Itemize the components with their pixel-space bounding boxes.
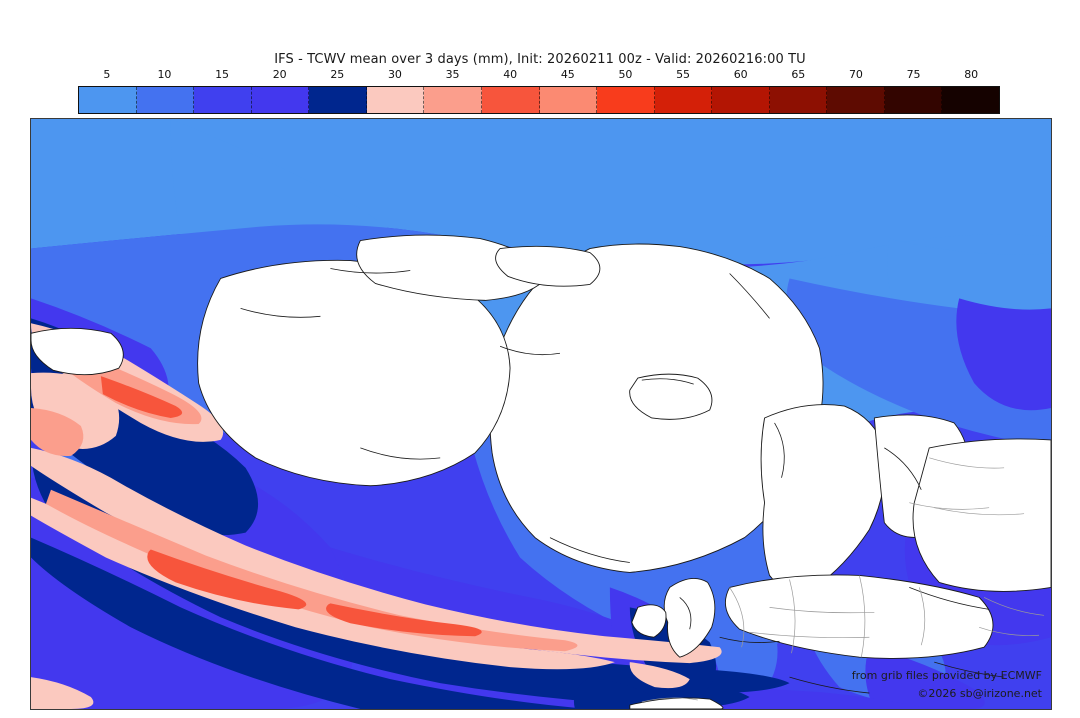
colorbar-tick-60: 60 — [733, 68, 748, 81]
tcwv-band-40 — [147, 549, 307, 610]
coastline-detail — [884, 447, 922, 490]
landmass — [495, 245, 601, 287]
country-border — [769, 606, 875, 614]
colorbar-swatch-35 — [424, 87, 482, 113]
landmass — [760, 404, 886, 591]
country-border — [859, 575, 866, 658]
country-border — [909, 502, 990, 510]
tcwv-band-20 — [865, 647, 985, 709]
colorbar-swatch-40 — [481, 87, 540, 113]
colorbar-tick-75: 75 — [906, 68, 921, 81]
coastline-detail — [909, 587, 990, 610]
coastline-detail — [934, 661, 1005, 678]
coastline-detail — [641, 378, 694, 385]
map-canvas[interactable] — [30, 118, 1052, 710]
colorbar-tick-35: 35 — [445, 68, 460, 81]
tcwv-band-40 — [100, 376, 183, 418]
colorbar-swatch-70 — [827, 87, 885, 113]
country-border — [929, 457, 1005, 469]
tcwv-band-20 — [956, 298, 1051, 411]
colorbar-tick-5: 5 — [103, 68, 111, 81]
colorbar-swatch-75 — [884, 87, 943, 113]
landmass — [724, 574, 994, 659]
landmass — [31, 327, 124, 376]
colorbar-tick-55: 55 — [676, 68, 691, 81]
country-border — [789, 579, 796, 654]
landmass — [629, 697, 724, 709]
colorbar-swatch-55 — [654, 87, 713, 113]
colorbar-tick-30: 30 — [387, 68, 402, 81]
colorbar-tick-50: 50 — [618, 68, 633, 81]
coastline-detail — [789, 676, 870, 694]
colorbar-tick-65: 65 — [791, 68, 806, 81]
coastlines — [31, 234, 1051, 709]
colorbar-tick-10: 10 — [157, 68, 172, 81]
colorbar-swatch-5 — [79, 87, 137, 113]
colorbar-tick-15: 15 — [215, 68, 230, 81]
page-title: IFS - TCWV mean over 3 days (mm), Init: … — [274, 52, 806, 67]
country-border — [918, 587, 926, 646]
colorbar: 5 10 15 20 25 30 35 40 45 50 55 60 65 70 75 80 — [78, 68, 1000, 114]
country-border — [729, 587, 745, 648]
coastline-detail — [499, 345, 561, 356]
colorbar-swatch-80 — [942, 87, 999, 113]
tcwv-band-30 — [31, 447, 722, 664]
colorbar-swatch-10 — [136, 87, 195, 113]
tcwv-band-25 — [31, 537, 590, 709]
coastline-detail — [360, 447, 441, 460]
country-border — [934, 507, 1025, 516]
tcwv-band-35 — [31, 408, 84, 457]
colorbar-swatch-65 — [769, 87, 828, 113]
tcwv-band-5 — [31, 119, 1051, 265]
tcwv-band-30 — [629, 662, 690, 689]
colorbar-swatch-30 — [366, 87, 425, 113]
landmass — [912, 438, 1051, 592]
source-credit: from grib files provided by ECMWF — [851, 669, 1042, 682]
colorbar-swatch-50 — [597, 87, 655, 113]
coastline-detail — [549, 537, 630, 563]
colorbar-swatch-60 — [712, 87, 770, 113]
copyright-credit: ©2026 sb@irizone.net — [917, 687, 1042, 700]
tcwv-field-svg — [31, 119, 1051, 709]
tcwv-band-30 — [31, 497, 615, 670]
colorbar-tick-20: 20 — [272, 68, 287, 81]
colorbar-tick-70: 70 — [848, 68, 863, 81]
country-border — [641, 697, 698, 703]
coastline-detail — [719, 636, 780, 643]
colorbar-swatch-15 — [194, 87, 252, 113]
coastline-detail — [774, 422, 785, 478]
colorbar-swatches — [78, 86, 1000, 114]
coastline-detail — [729, 273, 770, 319]
colorbar-tick-40: 40 — [503, 68, 518, 81]
colorbar-swatch-20 — [251, 87, 310, 113]
landmass — [629, 373, 713, 420]
landmass — [663, 578, 716, 658]
country-border — [979, 626, 1040, 636]
tcwv-band-30 — [31, 677, 94, 709]
coastline-detail — [330, 268, 411, 274]
colorbar-swatch-45 — [539, 87, 598, 113]
country-border — [983, 597, 1045, 616]
tcwv-band-25 — [573, 677, 656, 709]
landmass — [631, 604, 667, 638]
tcwv-band-40 — [326, 603, 482, 637]
coastline-detail — [240, 307, 321, 318]
colorbar-tick-45: 45 — [560, 68, 575, 81]
colorbar-swatch-25 — [309, 87, 367, 113]
country-border — [749, 631, 870, 639]
country-borders — [641, 457, 1045, 703]
colorbar-tick-25: 25 — [330, 68, 345, 81]
coastline-detail — [679, 597, 692, 630]
colorbar-tick-labels: 5 10 15 20 25 30 35 40 45 50 55 60 65 70 75 80 — [78, 68, 1000, 84]
colorbar-tick-80: 80 — [964, 68, 979, 81]
